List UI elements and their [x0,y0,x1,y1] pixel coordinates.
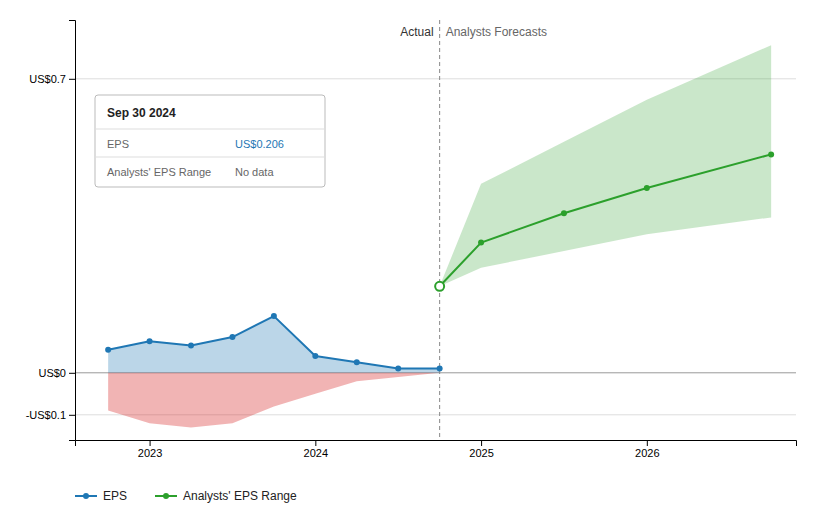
tick-mark [69,79,75,80]
data-point [395,366,401,372]
tick: 2023 [138,440,162,459]
tick-label: 2023 [138,447,162,459]
tooltip: Sep 30 2024 EPS US$0.206 Analysts' EPS Rang… [95,95,325,187]
legend-marker [83,493,89,499]
eps-line [108,316,439,369]
data-point [644,185,650,191]
negative-area [108,373,439,428]
legend-label: EPS [103,489,127,503]
tooltip-value: No data [235,166,274,178]
tick: 2026 [635,440,659,459]
positive-area-group [108,316,439,373]
tooltip-box [95,95,325,187]
data-point [188,343,194,349]
positive-area [108,316,439,373]
tooltip-divider [95,129,325,130]
annotations: Actual Analysts Forecasts [400,25,547,39]
axis-line [76,441,797,447]
legend-label: Analysts' EPS Range [183,489,297,503]
data-point [354,359,360,365]
forecast-range-band [440,45,771,286]
data-point [271,313,277,319]
region-label: Actual [400,25,433,39]
tick-mark [69,373,75,374]
region-label: Analysts Forecasts [446,25,547,39]
data-point [312,353,318,359]
tick-mark [69,415,75,416]
tooltip-label: EPS [107,138,129,150]
tooltip-title: Sep 30 2024 [107,106,176,120]
legend-item: EPS [75,489,127,503]
tick-mark [150,440,151,446]
tick-label: 2024 [304,447,328,459]
tick-label: -US$0.1 [26,409,66,421]
x-axis: 2023 2024 2025 2026 [76,440,797,459]
tooltip-label: Analysts' EPS Range [107,166,211,178]
negative-area-group [108,373,439,428]
plot-marks [105,20,774,440]
tick-mark [481,440,482,446]
y-axis: -US$0.1 US$0 US$0.7 [26,21,76,441]
tick-label: 2025 [469,447,493,459]
tick-label: 2026 [635,447,659,459]
tick: -US$0.1 [26,409,75,421]
forecast-divider [439,20,440,440]
data-point [105,347,111,353]
forecast-line [440,154,771,286]
legend: EPS Analysts' EPS Range [75,489,297,503]
legend-marker [163,493,169,499]
tick-mark [647,440,648,446]
tick-label: US$0 [38,367,66,379]
data-point [768,151,774,157]
tick: 2024 [304,440,328,459]
chart: 2023202420252026-US$0.1US$0US$0.7ActualA… [0,0,821,520]
data-point [561,210,567,216]
tick-label: US$0.7 [29,73,66,85]
tick-mark [315,440,316,446]
grid-line [75,78,796,79]
tooltip-divider [95,157,325,158]
data-point [147,338,153,344]
legend-item: Analysts' EPS Range [155,489,297,503]
axis-line [69,21,76,441]
tick: US$0 [38,367,75,379]
data-point [229,334,235,340]
tick: 2025 [469,440,493,459]
chart-container: 2023202420252026-US$0.1US$0US$0.7ActualA… [0,0,821,520]
data-point [437,366,443,372]
tick: US$0.7 [29,73,75,85]
data-point [478,240,484,246]
tooltip-value: US$0.206 [235,138,284,150]
transition-point [435,282,444,291]
